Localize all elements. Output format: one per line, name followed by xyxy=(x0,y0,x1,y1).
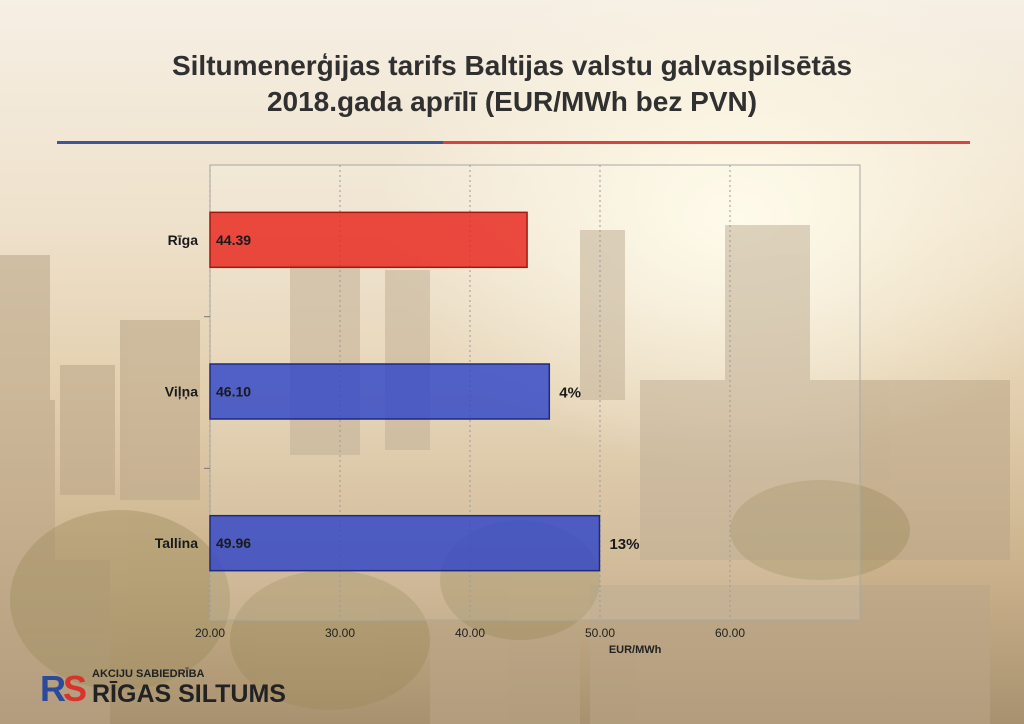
title-rule-blue xyxy=(57,141,443,144)
bar-0 xyxy=(209,211,528,269)
title-line-1: Siltumenerģijas tarifs Baltijas valstu g… xyxy=(171,50,853,81)
data-label: 49.96 xyxy=(216,535,251,551)
title-line-2: 2018.gada aprīlī (EUR/MWh bez PVN) xyxy=(266,86,758,117)
percent-annotation: 13% xyxy=(609,536,639,553)
x-tick-label: 30.00 xyxy=(325,626,355,640)
percent-annotation: 4% xyxy=(559,385,581,402)
bar-2 xyxy=(209,514,601,572)
logo-mark: RS xyxy=(40,668,87,709)
labels: 20.00 30.00 40.00 50.00 60.00 EUR/MWh Rīga 44.3… xyxy=(155,232,746,656)
x-axis-label: EUR/MWh xyxy=(609,644,662,656)
category-label: Rīga xyxy=(168,232,199,248)
data-label: 46.10 xyxy=(216,384,251,400)
title-rule-red xyxy=(443,141,970,144)
logo-small-text: AKCIJU SABIEDRĪBA xyxy=(92,668,205,680)
bars xyxy=(209,211,601,572)
x-tick-label: 60.00 xyxy=(715,626,745,640)
x-tick-label: 20.00 xyxy=(195,626,225,640)
bar-1 xyxy=(209,363,551,420)
chart-title: Siltumenerģijas tarifs Baltijas valstu g… xyxy=(0,48,1024,120)
data-label: 44.39 xyxy=(216,232,251,248)
x-tick-label: 40.00 xyxy=(455,626,485,640)
x-tick-label: 50.00 xyxy=(585,626,615,640)
category-label: Viļņa xyxy=(165,384,198,400)
logo-big-text: RĪGAS SILTUMS xyxy=(92,680,286,708)
category-label: Tallina xyxy=(155,535,199,551)
